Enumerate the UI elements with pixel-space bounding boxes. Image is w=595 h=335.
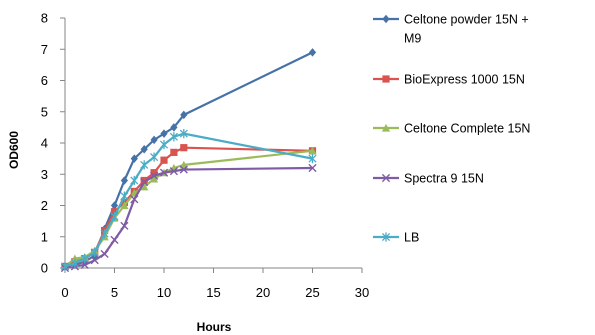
data-point bbox=[169, 132, 178, 142]
data-point bbox=[100, 229, 109, 239]
data-point bbox=[308, 48, 317, 57]
y-axis-title: OD600 bbox=[7, 131, 21, 169]
data-point bbox=[150, 169, 158, 177]
legend-swatch-marker bbox=[381, 173, 391, 183]
data-point bbox=[170, 148, 178, 156]
data-point bbox=[180, 110, 188, 120]
data-point bbox=[110, 208, 119, 216]
data-point bbox=[90, 256, 99, 265]
series-line bbox=[64, 146, 313, 268]
x-tick-label: 25 bbox=[305, 285, 319, 300]
data-point bbox=[179, 129, 188, 139]
legend-label: M9 bbox=[404, 32, 421, 46]
y-tick-label: 0 bbox=[41, 261, 48, 276]
x-tick-label: 10 bbox=[157, 285, 171, 300]
data-point bbox=[70, 258, 79, 268]
data-point bbox=[140, 182, 149, 191]
data-point bbox=[159, 168, 169, 177]
data-point bbox=[120, 201, 129, 210]
data-point bbox=[150, 152, 159, 162]
data-point bbox=[140, 177, 149, 187]
data-point bbox=[140, 176, 148, 185]
data-point bbox=[308, 146, 317, 155]
legend-label: Celtone powder 15N + bbox=[404, 13, 529, 27]
series-3 bbox=[60, 163, 317, 273]
legend: Celtone powder 15N + M9 BioExpress 1000 15… bbox=[373, 13, 530, 245]
data-point bbox=[160, 129, 168, 138]
data-point bbox=[110, 235, 119, 244]
legend-label: LB bbox=[404, 231, 419, 245]
data-point bbox=[140, 145, 148, 154]
x-tick-label: 5 bbox=[111, 285, 118, 300]
legend-swatch-marker bbox=[382, 14, 390, 24]
data-point bbox=[90, 247, 99, 257]
legend-item: LB bbox=[373, 231, 419, 245]
data-point bbox=[120, 221, 129, 230]
x-tick-label: 0 bbox=[61, 285, 68, 300]
data-point bbox=[130, 175, 139, 186]
x-axis-ticks: 0 5 10 15 20 25 30 bbox=[61, 268, 369, 300]
data-point bbox=[130, 195, 139, 204]
data-point bbox=[110, 201, 119, 210]
y-tick-label: 2 bbox=[41, 198, 48, 213]
series-4 bbox=[60, 129, 317, 272]
y-tick-label: 8 bbox=[41, 11, 48, 26]
data-point bbox=[150, 174, 159, 183]
y-tick-label: 1 bbox=[41, 229, 48, 244]
x-tick-label: 20 bbox=[256, 285, 270, 300]
legend-item: Celtone powder 15N + M9 bbox=[373, 13, 529, 46]
y-tick-label: 3 bbox=[41, 167, 48, 182]
data-point bbox=[130, 154, 138, 163]
legend-item: Celtone Complete 15N bbox=[373, 122, 530, 136]
data-point bbox=[160, 156, 168, 164]
x-axis-title: Hours bbox=[197, 320, 232, 334]
data-point bbox=[100, 249, 109, 259]
series-0 bbox=[61, 48, 317, 271]
plot-area: 0 1 2 3 4 5 6 7 8 0 5 10 15 20 25 30 bbox=[41, 11, 369, 301]
series-1 bbox=[61, 144, 317, 271]
legend-item: Spectra 9 15N bbox=[373, 172, 484, 186]
y-tick-label: 6 bbox=[41, 73, 48, 88]
legend-item: BioExpress 1000 15N bbox=[373, 73, 525, 87]
legend-label: Spectra 9 15N bbox=[404, 172, 484, 186]
data-point bbox=[110, 211, 119, 222]
data-point bbox=[308, 163, 317, 173]
x-tick-label: 15 bbox=[206, 285, 220, 300]
x-tick-label: 30 bbox=[355, 285, 369, 300]
data-point bbox=[120, 176, 128, 185]
data-point bbox=[150, 135, 158, 145]
data-point bbox=[180, 144, 188, 152]
series-layer bbox=[60, 48, 317, 273]
data-point bbox=[169, 167, 178, 176]
series-line bbox=[64, 166, 313, 270]
series-2 bbox=[60, 146, 317, 271]
legend-swatch-marker bbox=[381, 123, 391, 132]
data-point bbox=[150, 171, 159, 180]
legend-swatch-marker bbox=[382, 75, 390, 83]
data-point bbox=[120, 191, 129, 201]
data-point bbox=[60, 261, 70, 272]
y-tick-label: 4 bbox=[41, 136, 48, 151]
data-point bbox=[179, 165, 188, 174]
data-point bbox=[70, 254, 79, 263]
data-point bbox=[80, 254, 89, 264]
legend-swatch-marker bbox=[381, 232, 391, 242]
data-point bbox=[140, 160, 149, 170]
y-tick-label: 7 bbox=[41, 42, 48, 57]
y-tick-label: 5 bbox=[41, 104, 48, 119]
data-point bbox=[170, 123, 178, 132]
data-point bbox=[80, 260, 89, 269]
series-line bbox=[64, 132, 313, 268]
legend-label: BioExpress 1000 15N bbox=[404, 73, 525, 87]
legend-label: Celtone Complete 15N bbox=[404, 122, 530, 136]
y-axis-ticks: 0 1 2 3 4 5 6 7 8 bbox=[41, 11, 65, 276]
data-point bbox=[159, 139, 169, 150]
data-point bbox=[308, 154, 317, 164]
